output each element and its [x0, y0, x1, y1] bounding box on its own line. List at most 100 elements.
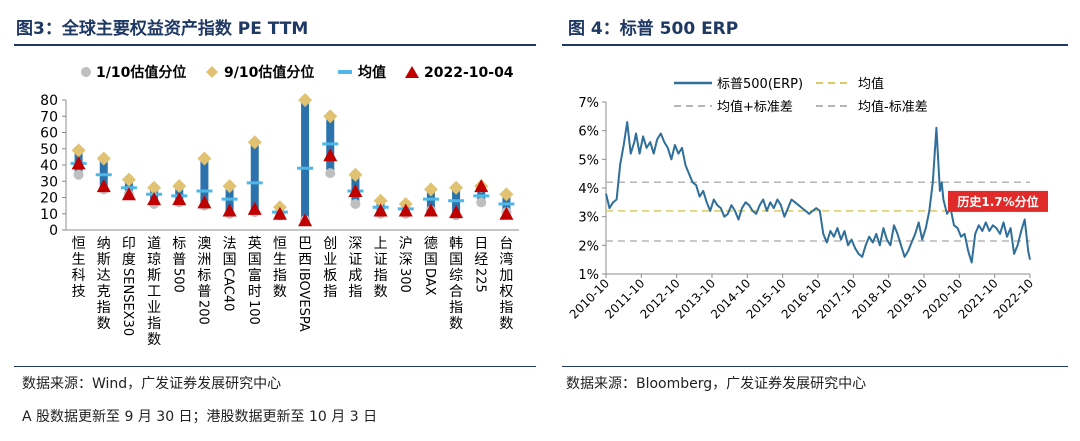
pe-y-tick-label: 20 — [40, 191, 58, 207]
pe-category-token: 板 — [323, 268, 337, 284]
pe-category-token-rotated: 225 — [472, 268, 487, 293]
pe-p10-marker — [350, 199, 361, 209]
pe-category-group — [448, 180, 465, 221]
pe-mean-marker — [498, 202, 515, 206]
pe-category-group — [397, 197, 414, 219]
legend-current-marker — [405, 66, 419, 78]
pe-p90-marker — [348, 167, 363, 182]
pe-category-group — [120, 172, 137, 201]
pe-current-marker — [172, 192, 187, 206]
pe-category-token: 标 — [197, 268, 211, 284]
pe-mean-marker — [297, 166, 314, 170]
pe-category-label: 澳洲标普 — [197, 236, 211, 300]
pe-p90-marker — [247, 135, 262, 150]
pe-category-label: 法国 — [223, 236, 237, 268]
pe-category-token: 湾 — [499, 251, 513, 268]
right-title-rule — [562, 44, 1068, 46]
pe-category-token: 指 — [374, 268, 388, 284]
pe-category-label: 创业板指 — [323, 236, 337, 300]
footnote: A 股数据更新至 9 月 30 日；港股数据更新至 10 月 3 日 — [22, 409, 378, 425]
right-chart-title: 图 4：标普 500 ERP — [568, 19, 739, 39]
erp-y-tick-label: 4% — [578, 182, 599, 197]
legend-plus-sd-label: 均值+标准差 — [717, 99, 793, 115]
pe-category-token: 合 — [449, 284, 463, 300]
pe-category-token: 国 — [223, 252, 237, 268]
pe-category-token: 加 — [499, 268, 513, 284]
legend-p10-label: 1/10估值分位 — [96, 64, 186, 81]
pe-current-marker — [499, 206, 514, 220]
pe-p10-marker — [73, 169, 84, 180]
pe-category-group — [271, 200, 288, 221]
pe-range-bar — [301, 100, 310, 221]
pe-category-token: 业 — [323, 252, 337, 268]
pe-category-group — [196, 151, 213, 211]
pe-mean-marker — [448, 199, 465, 203]
pe-category-label: 深证成指 — [348, 236, 362, 300]
pe-category-group — [221, 179, 238, 219]
pe-category-token: 指 — [323, 284, 337, 300]
pe-category-token: 指 — [499, 300, 513, 316]
pe-y-tick-label: 30 — [40, 174, 58, 190]
pe-category-label: 台湾加权指数 — [499, 236, 513, 332]
pe-y-tick-label: 40 — [40, 158, 58, 174]
pe-category-label: 恒生指数 — [273, 236, 287, 300]
pe-p90-marker — [96, 151, 111, 166]
pe-category-token-rotated: DAX — [422, 268, 437, 296]
pe-category-token: 国 — [424, 252, 438, 268]
pe-p90-marker — [222, 179, 237, 194]
pe-p90-marker — [71, 143, 86, 158]
pe-current-marker — [222, 203, 237, 217]
pe-category-token: 技 — [72, 284, 86, 300]
pe-category-label: 纳斯达克指数 — [97, 236, 111, 332]
pe-y-tick-label: 10 — [40, 207, 58, 223]
pe-category-token: 普 — [197, 284, 211, 300]
pe-y-tick-label: 80 — [40, 93, 58, 109]
erp-y-tick-label: 6% — [578, 125, 599, 140]
pe-category-token: 西 — [298, 252, 312, 268]
erp-y-tick-label: 5% — [578, 153, 599, 168]
pe-category-token: 法 — [223, 236, 237, 252]
pe-current-marker — [272, 206, 287, 220]
legend-mean-marker — [338, 70, 352, 74]
pe-category-group — [347, 167, 364, 209]
pe-category-token: 生 — [72, 252, 86, 268]
pe-category-token: 数 — [449, 316, 463, 332]
pe-category-token-rotated: SENSEX30 — [120, 268, 135, 336]
pe-category-token: 国 — [248, 252, 262, 268]
pe-category-token: 上 — [374, 236, 388, 252]
pe-category-token: 澳 — [197, 236, 211, 252]
pe-category-label: 上证指数 — [374, 236, 388, 300]
legend-mean-label: 均值 — [358, 64, 386, 81]
pe-mean-marker — [246, 181, 263, 185]
pe-category-group — [422, 182, 439, 217]
erp-y-tick-label: 1% — [578, 268, 599, 283]
legend-mean-label: 均值 — [858, 76, 884, 92]
pe-current-marker — [71, 156, 86, 170]
pe-chart: 1/10估值分位 9/10估值分位 均值 2022-10-04 010203040506… — [40, 64, 519, 348]
pe-category-group — [95, 151, 112, 195]
legend-p90-marker — [206, 66, 218, 78]
pe-p90-marker — [373, 193, 388, 208]
pe-category-token: 纳 — [97, 236, 111, 252]
pe-category-token-rotated: 100 — [246, 300, 261, 325]
pe-category-token: 国 — [449, 252, 463, 268]
pe-category-token: 指 — [449, 300, 463, 316]
pe-category-token: 恒 — [72, 236, 86, 252]
pe-category-token: 经 — [474, 252, 488, 268]
pe-category-token: 权 — [499, 284, 513, 300]
pe-category-label: 印度 — [122, 236, 136, 268]
pe-p90-marker — [197, 151, 212, 166]
pe-p10-marker — [476, 197, 487, 208]
pe-category-token: 成 — [348, 268, 362, 284]
pe-mean-marker — [473, 194, 490, 198]
erp-y-tick-label: 2% — [578, 239, 599, 254]
pe-current-marker — [423, 203, 438, 217]
pe-category-group — [473, 179, 490, 208]
pe-category-label: 日经 — [474, 236, 488, 268]
pe-p90-marker — [147, 180, 162, 195]
pe-category-token: 斯 — [97, 252, 111, 268]
pe-y-tick-label: 50 — [40, 142, 58, 158]
pe-category-token: 印 — [122, 236, 136, 252]
pe-category-token-rotated: 500 — [170, 268, 185, 293]
